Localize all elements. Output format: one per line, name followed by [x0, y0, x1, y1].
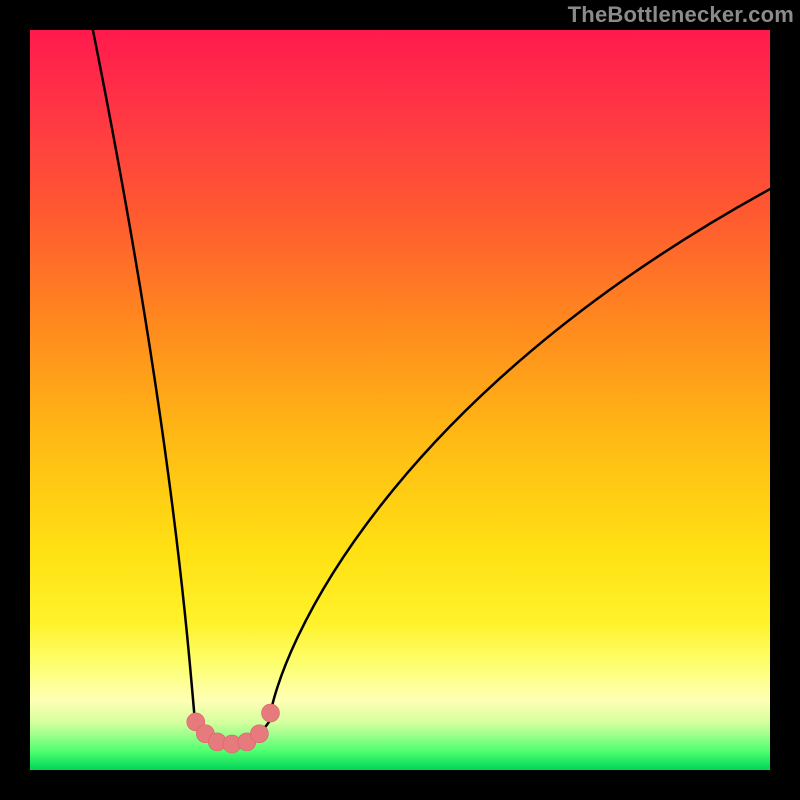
chart-svg [0, 0, 800, 800]
trough-marker [250, 725, 268, 743]
plot-background [30, 30, 770, 770]
chart-container: TheBottlenecker.com [0, 0, 800, 800]
trough-marker [262, 704, 280, 722]
